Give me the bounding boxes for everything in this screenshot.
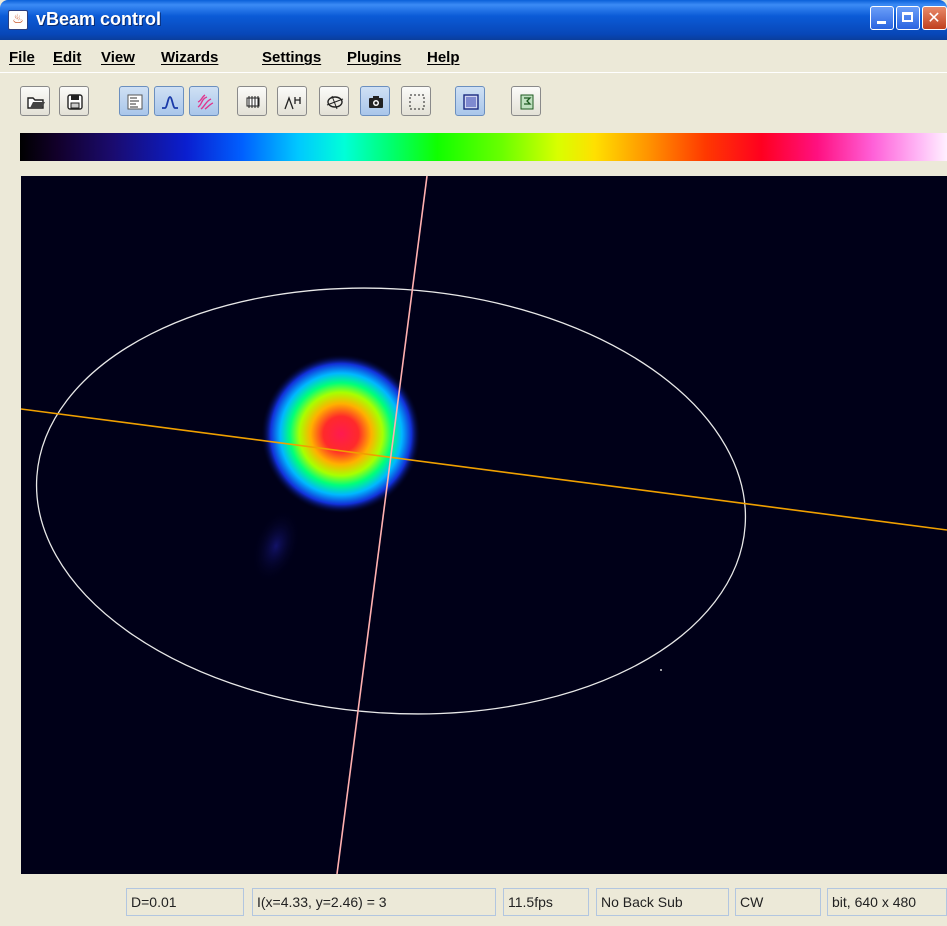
- camera-snapshot-icon: [369, 96, 383, 108]
- background-status: No Back Sub: [596, 888, 729, 916]
- beam-fit-ellipse: [35, 287, 747, 715]
- maximize-icon: [902, 12, 913, 22]
- beam-spot: [261, 354, 421, 514]
- close-button[interactable]: ✕: [922, 6, 947, 30]
- colormap-scale: [20, 133, 947, 161]
- status-bar: D=0.01 I(x=4.33, y=2.46) = 3 11.5fps No …: [0, 874, 947, 926]
- resolution-status: bit, 640 x 480: [827, 888, 947, 916]
- ccd-chip-icon: [246, 96, 260, 108]
- contour-button[interactable]: [189, 86, 219, 116]
- mode-status: CW: [735, 888, 821, 916]
- region-select-button[interactable]: [401, 86, 431, 116]
- open-button[interactable]: [20, 86, 50, 116]
- exit-icon: [520, 94, 534, 110]
- fps-readout: 11.5fps: [503, 888, 589, 916]
- menu-settings[interactable]: Settings: [262, 49, 322, 66]
- beam-image: [21, 176, 947, 874]
- window-title: vBeam control: [36, 9, 162, 29]
- stray-pixel: [660, 669, 662, 671]
- java-cup-icon: ♨: [8, 10, 28, 30]
- menu-plugins[interactable]: Plugins: [347, 49, 402, 66]
- minor-axis-line: [336, 176, 428, 874]
- beam-profile-view[interactable]: [21, 176, 947, 874]
- properties-list-icon: [127, 94, 143, 110]
- major-axis-line: [21, 408, 947, 531]
- snapshot-button[interactable]: [360, 86, 390, 116]
- minimize-button[interactable]: [870, 6, 894, 30]
- menu-bar: File Edit View Wizards Settings Plugins …: [0, 40, 947, 72]
- title-bar[interactable]: ♨ vBeam control ✕: [0, 0, 947, 40]
- minimize-icon: [877, 21, 886, 24]
- menu-wizards[interactable]: Wizards: [161, 49, 219, 66]
- properties-button[interactable]: [119, 86, 149, 116]
- menu-file[interactable]: File: [9, 49, 35, 66]
- histogram-button[interactable]: [277, 86, 307, 116]
- menu-view[interactable]: View: [101, 49, 135, 66]
- diameter-readout: D=0.01: [126, 888, 244, 916]
- region-select-icon: [409, 94, 425, 110]
- exit-button[interactable]: [511, 86, 541, 116]
- background-button[interactable]: [455, 86, 485, 116]
- toolbar: [0, 72, 947, 131]
- menu-help[interactable]: Help: [427, 49, 460, 66]
- contour-icon: [197, 94, 214, 110]
- menu-edit[interactable]: Edit: [53, 49, 82, 66]
- background-icon: [463, 94, 479, 110]
- maximize-button[interactable]: [896, 6, 920, 30]
- close-icon: ✕: [927, 8, 941, 27]
- open-folder-icon: [27, 97, 45, 109]
- intensity-readout: I(x=4.33, y=2.46) = 3: [252, 888, 496, 916]
- ccd-button[interactable]: [237, 86, 267, 116]
- profile-button[interactable]: [154, 86, 184, 116]
- ellipse-fit-icon: [326, 95, 344, 110]
- ellipse-button[interactable]: [319, 86, 349, 116]
- histogram-icon: [284, 96, 301, 110]
- save-button[interactable]: [59, 86, 89, 116]
- ghost-reflection: [251, 509, 301, 583]
- gaussian-profile-icon: [162, 96, 178, 109]
- save-disk-icon: [67, 94, 83, 110]
